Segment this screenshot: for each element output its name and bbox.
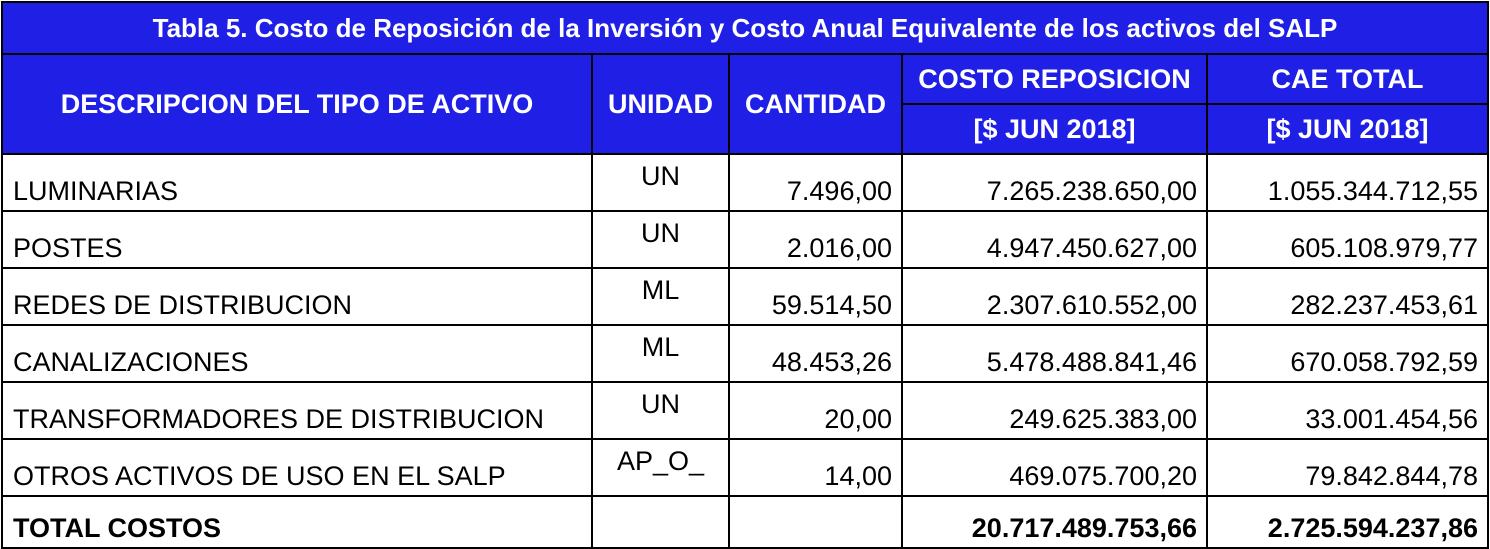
cell-cae-total: 282.237.453,61	[1206, 267, 1489, 326]
cell-cantidad: 48.453,26	[728, 324, 903, 383]
header-row: DESCRIPCION DEL TIPO DE ACTIVO UNIDAD CA…	[1, 53, 1489, 155]
cell-costo-reposicion: 5.478.488.841,46	[901, 324, 1208, 383]
header-cae-total: CAE TOTAL	[1206, 53, 1489, 105]
total-label: TOTAL COSTOS	[1, 495, 593, 549]
cell-cantidad: 2.016,00	[728, 210, 903, 269]
total-unidad	[591, 495, 730, 549]
total-row: TOTAL COSTOS 20.717.489.753,66 2.725.594…	[1, 495, 1489, 549]
cell-cae-total: 33.001.454,56	[1206, 381, 1489, 440]
cell-cantidad: 59.514,50	[728, 267, 903, 326]
cell-cantidad: 14,00	[728, 438, 903, 497]
cell-descripcion: REDES DE DISTRIBUCION	[1, 267, 593, 326]
cell-cae-total: 79.842.844,78	[1206, 438, 1489, 497]
cell-descripcion: TRANSFORMADORES DE DISTRIBUCION	[1, 381, 593, 440]
header-cantidad: CANTIDAD	[728, 53, 903, 155]
total-cae-total: 2.725.594.237,86	[1206, 495, 1489, 549]
cell-costo-reposicion: 7.265.238.650,00	[901, 153, 1208, 212]
cell-costo-reposicion: 2.307.610.552,00	[901, 267, 1208, 326]
table-row: REDES DE DISTRIBUCION ML 59.514,50 2.307…	[1, 267, 1489, 326]
table-row: TRANSFORMADORES DE DISTRIBUCION UN 20,00…	[1, 381, 1489, 440]
total-costo-reposicion: 20.717.489.753,66	[901, 495, 1208, 549]
cell-unidad: ML	[591, 324, 730, 383]
cell-cantidad: 7.496,00	[728, 153, 903, 212]
cell-costo-reposicion: 249.625.383,00	[901, 381, 1208, 440]
table-row: POSTES UN 2.016,00 4.947.450.627,00 605.…	[1, 210, 1489, 269]
cell-cae-total: 670.058.792,59	[1206, 324, 1489, 383]
cell-descripcion: LUMINARIAS	[1, 153, 593, 212]
cell-descripcion: POSTES	[1, 210, 593, 269]
header-costo-reposicion-unit: [$ JUN 2018]	[901, 103, 1208, 155]
table-row: OTROS ACTIVOS DE USO EN EL SALP AP_O_ 14…	[1, 438, 1489, 497]
cell-descripcion: OTROS ACTIVOS DE USO EN EL SALP	[1, 438, 593, 497]
cell-costo-reposicion: 4.947.450.627,00	[901, 210, 1208, 269]
cell-unidad: UN	[591, 381, 730, 440]
cell-descripcion: CANALIZACIONES	[1, 324, 593, 383]
header-cae-total-unit: [$ JUN 2018]	[1206, 103, 1489, 155]
header-costo-reposicion: COSTO REPOSICION	[901, 53, 1208, 105]
cell-unidad: ML	[591, 267, 730, 326]
cell-unidad: AP_O_	[591, 438, 730, 497]
header-unidad: UNIDAD	[591, 53, 730, 155]
table-row: CANALIZACIONES ML 48.453,26 5.478.488.84…	[1, 324, 1489, 383]
table-row: LUMINARIAS UN 7.496,00 7.265.238.650,00 …	[1, 153, 1489, 212]
table-title: Tabla 5. Costo de Reposición de la Inver…	[1, 1, 1489, 55]
header-subrow: [$ JUN 2018] [$ JUN 2018]	[2, 103, 1489, 155]
cell-costo-reposicion: 469.075.700,20	[901, 438, 1208, 497]
cell-cantidad: 20,00	[728, 381, 903, 440]
title-row: Tabla 5. Costo de Reposición de la Inver…	[1, 1, 1489, 55]
total-cantidad	[728, 495, 903, 549]
cell-cae-total: 1.055.344.712,55	[1206, 153, 1489, 212]
cell-unidad: UN	[591, 153, 730, 212]
cell-unidad: UN	[591, 210, 730, 269]
cell-cae-total: 605.108.979,77	[1206, 210, 1489, 269]
header-descripcion: DESCRIPCION DEL TIPO DE ACTIVO	[1, 53, 593, 155]
